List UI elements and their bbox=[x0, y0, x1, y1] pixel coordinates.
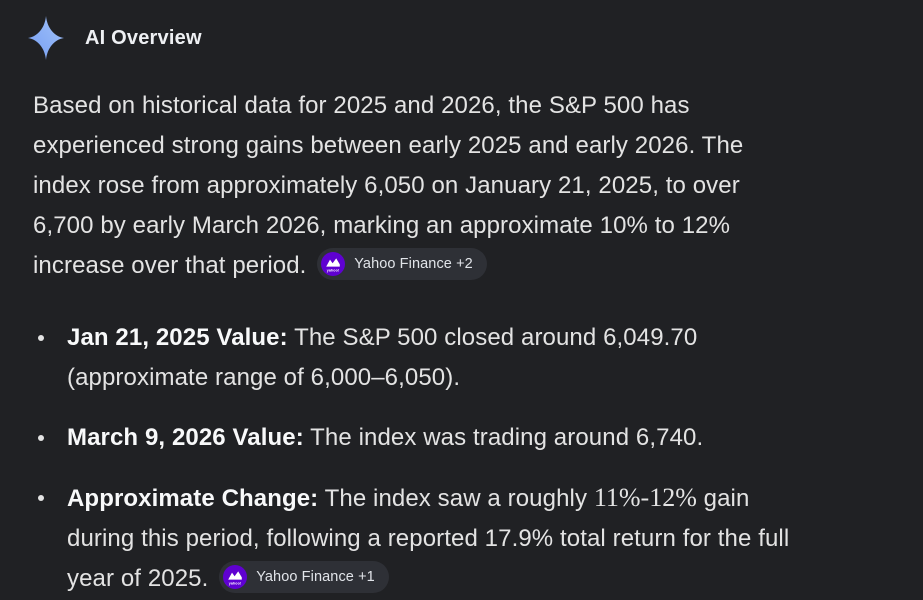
svg-text:yahoo!: yahoo! bbox=[229, 581, 241, 585]
ai-overview-header: AI Overview bbox=[28, 16, 897, 60]
key-points-list: Jan 21, 2025 Value: The S&P 500 closed a… bbox=[33, 318, 897, 599]
list-item: Approximate Change: The index saw a roug… bbox=[33, 478, 897, 599]
source-chip-yahoo-finance[interactable]: yahoo! Yahoo Finance +2 bbox=[317, 247, 487, 280]
list-item-bold-label: March 9, 2026 Value: bbox=[67, 424, 304, 451]
list-item-text: during this period, following a reported… bbox=[67, 525, 790, 552]
list-item-bold-label: Approximate Change: bbox=[67, 485, 319, 512]
list-item-line: year of 2025. yahoo! Yahoo Finance +1 bbox=[67, 559, 897, 599]
bullet-dot bbox=[38, 435, 44, 441]
list-item-text: The index was trading around 6,740. bbox=[310, 424, 704, 451]
list-item: March 9, 2026 Value: The index was tradi… bbox=[33, 418, 897, 458]
list-item-bold-label: Jan 21, 2025 Value: bbox=[67, 324, 288, 351]
paragraph-line: Based on historical data for 2025 and 20… bbox=[33, 92, 690, 119]
list-item: Jan 21, 2025 Value: The S&P 500 closed a… bbox=[33, 318, 897, 398]
list-item-line: Jan 21, 2025 Value: The S&P 500 closed a… bbox=[67, 318, 897, 358]
paragraph-line: 6,700 by early March 2026, marking an ap… bbox=[33, 212, 731, 239]
list-item-line: during this period, following a reported… bbox=[67, 519, 897, 559]
yahoo-finance-icon: yahoo! bbox=[321, 251, 346, 276]
ai-overview-title: AI Overview bbox=[85, 26, 202, 49]
list-item-text: gain bbox=[703, 485, 750, 512]
list-item-text: year of 2025. bbox=[67, 565, 209, 592]
list-item-line: Approximate Change: The index saw a roug… bbox=[67, 478, 897, 519]
paragraph-line: experienced strong gains between early 2… bbox=[33, 132, 744, 159]
list-item-line: (approximate range of 6,000–6,050). bbox=[67, 358, 897, 398]
source-chip-label: Yahoo Finance +1 bbox=[256, 568, 375, 585]
bullet-dot bbox=[38, 335, 44, 341]
gemini-sparkle-icon bbox=[28, 16, 64, 60]
summary-paragraph: Based on historical data for 2025 and 20… bbox=[33, 86, 897, 286]
paragraph-line: increase over that period. yahoo! Yahoo … bbox=[33, 246, 897, 286]
list-item-text: The index saw a roughly bbox=[324, 485, 588, 512]
paragraph-line: index rose from approximately 6,050 on J… bbox=[33, 172, 740, 199]
svg-text:yahoo!: yahoo! bbox=[327, 268, 339, 272]
source-chip-yahoo-finance[interactable]: yahoo! Yahoo Finance +1 bbox=[219, 560, 389, 593]
paragraph-text: increase over that period. bbox=[33, 252, 307, 279]
list-item-line: March 9, 2026 Value: The index was tradi… bbox=[67, 418, 897, 458]
list-item-text: The S&P 500 closed around 6,049.70 bbox=[294, 324, 698, 351]
source-chip-label: Yahoo Finance +2 bbox=[354, 255, 473, 272]
bullet-dot bbox=[38, 495, 44, 501]
list-item-serif-text: 11%-12% bbox=[593, 483, 697, 512]
list-item-text: (approximate range of 6,000–6,050). bbox=[67, 364, 461, 391]
yahoo-finance-icon: yahoo! bbox=[223, 564, 248, 589]
